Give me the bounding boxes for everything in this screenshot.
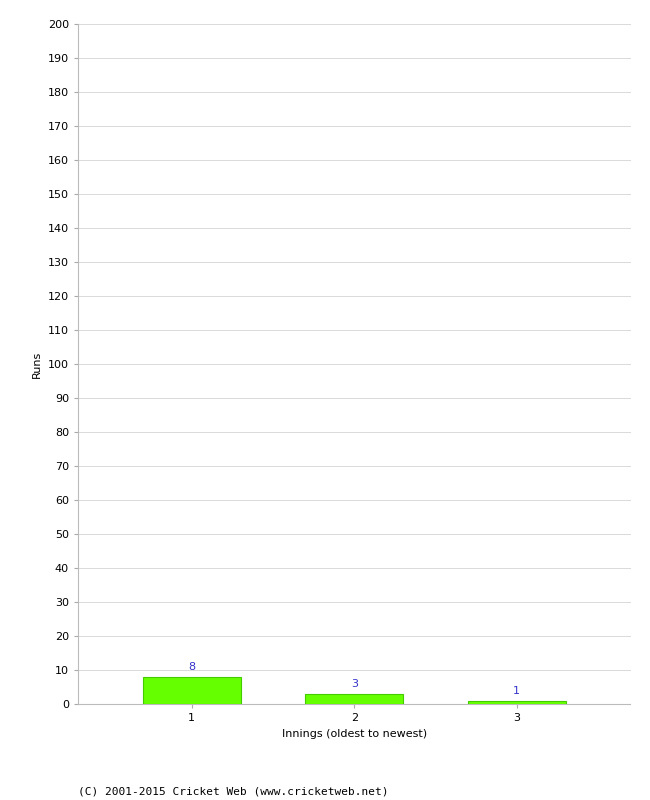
Text: 1: 1 [514,686,520,695]
Bar [143,677,240,704]
Text: (C) 2001-2015 Cricket Web (www.cricketweb.net): (C) 2001-2015 Cricket Web (www.cricketwe… [78,786,389,796]
Bar [306,694,403,704]
X-axis label: Innings (oldest to newest): Innings (oldest to newest) [281,729,427,738]
Text: 8: 8 [188,662,195,672]
Text: 3: 3 [351,678,358,689]
Bar [468,701,566,704]
Y-axis label: Runs: Runs [32,350,42,378]
